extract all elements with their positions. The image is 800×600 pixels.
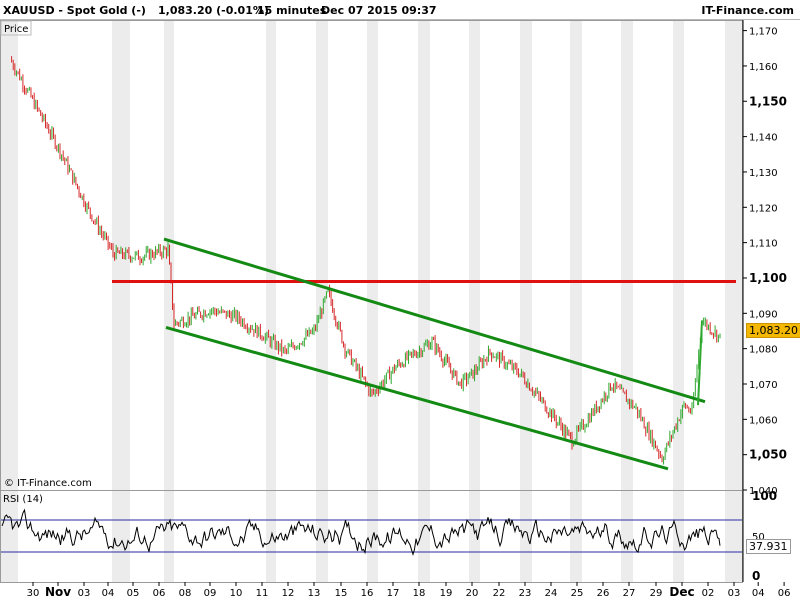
weekend-band [266, 20, 276, 582]
x-tick-label: 29 [650, 588, 663, 599]
watermark-text: © IT-Finance.com [4, 478, 92, 489]
y-tick-label: 1,090 [749, 309, 778, 320]
rsi-tick-label: 100 [752, 489, 777, 503]
x-tick-label: 09 [204, 588, 217, 599]
x-tick-label: 02 [702, 588, 715, 599]
x-tick-label: 16 [361, 588, 374, 599]
weekend-band [418, 20, 430, 582]
x-tick-label: 27 [623, 588, 636, 599]
y-tick-label: 1,160 [749, 62, 778, 73]
y-tick-label: 1,060 [749, 415, 778, 426]
y-tick-label: 1,040 [749, 486, 778, 497]
weekend-band [469, 20, 480, 582]
weekend-band [570, 20, 582, 582]
price-label-frame [0, 20, 32, 36]
chart-header: XAUUSD - Spot Gold (-) 1,083.20 (-0.01%)… [0, 0, 800, 20]
x-tick-label: 23 [519, 588, 532, 599]
rsi-tick-label: 50 [752, 532, 765, 543]
x-tick-label: 04 [752, 588, 765, 599]
x-tick-label: 13 [308, 588, 321, 599]
x-tick-label: 19 [440, 588, 453, 599]
channel-lower-line [165, 325, 669, 471]
weekend-band [316, 20, 328, 582]
rsi-panel-label: RSI (14) [3, 494, 43, 505]
x-tick-label: 08 [179, 588, 192, 599]
y-tick-label: 1,110 [749, 239, 778, 250]
y-tick-label: 1,080 [749, 345, 778, 356]
x-tick-label: 11 [256, 588, 269, 599]
x-tick-label: 26 [597, 588, 610, 599]
weekend-band [0, 20, 18, 582]
channel-upper-line [163, 237, 706, 404]
y-tick-label: 1,130 [749, 168, 778, 179]
weekend-band [621, 20, 633, 582]
x-tick-label: 06 [778, 588, 791, 599]
y-tick-label: 1,050 [749, 448, 787, 462]
x-tick-label: 10 [230, 588, 243, 599]
y-tick-label: 1,150 [749, 94, 787, 108]
x-tick-label: 25 [571, 588, 584, 599]
x-tick-label: 18 [413, 588, 426, 599]
weekend-band [673, 20, 684, 582]
header-datetime: Dec 07 2015 09:37 [321, 4, 437, 17]
x-tick-label: Nov [45, 585, 71, 599]
x-tick-label: 22 [493, 588, 506, 599]
x-tick-label: 15 [335, 588, 348, 599]
x-tick-label: 03 [728, 588, 741, 599]
weekend-band [725, 20, 742, 582]
header-last-price: 1,083.20 (-0.01%) [158, 4, 269, 17]
x-tick-label: 05 [127, 588, 140, 599]
header-brand: IT-Finance.com [701, 4, 794, 17]
x-tick-label: 12 [282, 588, 295, 599]
y-tick-label: 1,120 [749, 203, 778, 214]
y-tick-label: 1,100 [749, 271, 787, 285]
rsi-value-tag: 37.931 [746, 539, 791, 554]
weekend-band [164, 20, 174, 582]
x-tick-label: 24 [545, 588, 558, 599]
weekend-band [520, 20, 532, 582]
x-tick-label: 30 [27, 588, 40, 599]
rsi-line [1, 508, 721, 556]
header-interval: 15 minutes [257, 4, 327, 17]
weekend-band [112, 20, 130, 582]
x-tick-label: 17 [387, 588, 400, 599]
chart-canvas[interactable]: Price © IT-Finance.com RSI (14) 1,170 1,160 1… [0, 20, 800, 600]
last-price-tag: 1,083.20 [746, 323, 800, 338]
x-tick-label: 04 [102, 588, 115, 599]
breakout-candle [697, 320, 703, 406]
x-tick-label: Dec [669, 585, 694, 599]
y-tick-label: 1,170 [749, 27, 778, 38]
x-tick-label: 06 [153, 588, 166, 599]
price-panel-label: Price [4, 24, 28, 35]
rsi-tick-label: 0 [752, 569, 760, 583]
y-tick-label: 1,070 [749, 380, 778, 391]
y-tick-label: 1,140 [749, 133, 778, 144]
header-symbol: XAUUSD - Spot Gold (-) [3, 4, 146, 17]
x-tick-label: 20 [466, 588, 479, 599]
x-tick-label: 03 [78, 588, 91, 599]
